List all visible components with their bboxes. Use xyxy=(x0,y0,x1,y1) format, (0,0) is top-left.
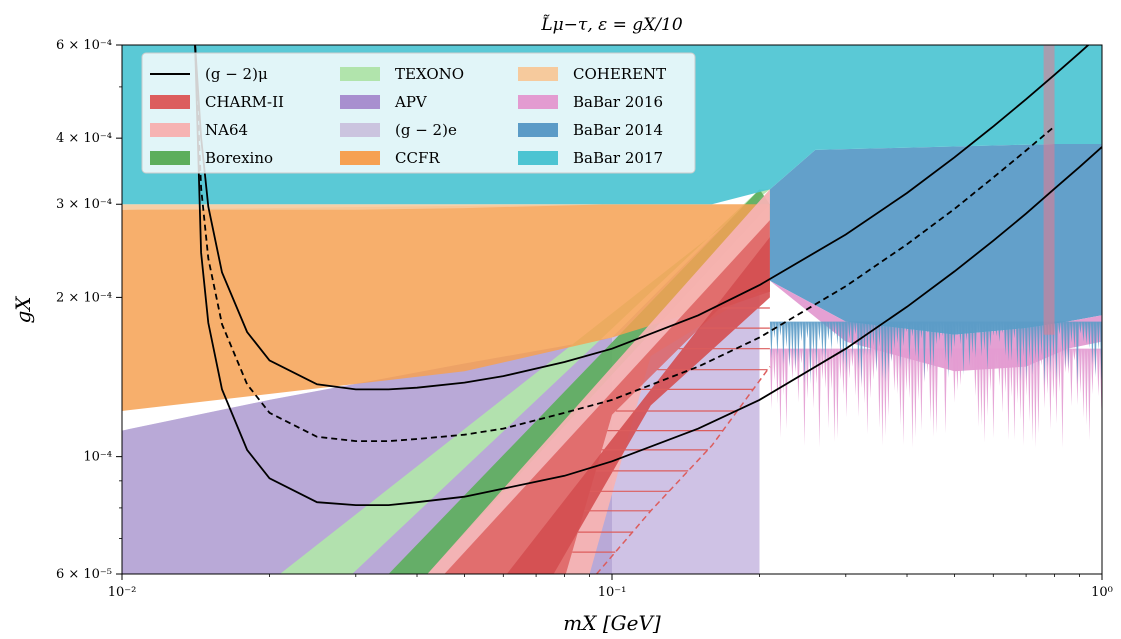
legend-swatch-apv xyxy=(340,95,380,109)
g-2-mu-curve-3 xyxy=(194,45,1102,507)
y-tick-label: 3 × 10⁻⁴ xyxy=(56,197,112,212)
x-axis-title: mX [GeV] xyxy=(563,611,661,635)
y-tick-label: 6 × 10⁻⁵ xyxy=(56,567,112,582)
y-tick-label: 4 × 10⁻⁴ xyxy=(56,131,112,146)
region-charm-ii xyxy=(444,220,770,574)
region-ccfr xyxy=(122,204,770,411)
babar-2014-spikes xyxy=(769,321,1102,386)
x-tick-label: 10⁻¹ xyxy=(598,585,627,600)
legend-swatch-ccfr xyxy=(340,151,380,165)
hatched-region xyxy=(572,307,771,574)
legend-swatch-texono xyxy=(340,67,380,81)
region-coherent xyxy=(122,204,612,210)
legend-swatch-babar-2014 xyxy=(518,123,558,137)
y-axis: 6 × 10⁻⁵ 10⁻⁴ 2 × 10⁻⁴ 3 × 10⁻⁴ 4 × 10⁻⁴ 6 × … xyxy=(56,38,122,582)
hatch-dashed-boundary xyxy=(596,366,771,574)
legend-label: Borexino xyxy=(205,149,273,167)
g-2-mu-curves xyxy=(194,45,1102,507)
legend-label: TEXONO xyxy=(395,65,464,83)
legend-label: (g − 2)e xyxy=(395,121,457,139)
x-axis: 10⁻² 10⁻¹ 10⁰ xyxy=(108,574,1113,600)
legend-swatch-na64 xyxy=(150,123,190,137)
legend-label: CCFR xyxy=(395,149,440,167)
legend-swatch-babar-2016 xyxy=(518,95,558,109)
legend-label: BaBar 2016 xyxy=(573,93,663,111)
legend-swatch-g-2-e xyxy=(340,123,380,137)
legend-label: NA64 xyxy=(205,121,248,139)
babar-spikes xyxy=(769,45,1102,448)
y-tick-label: 10⁻⁴ xyxy=(83,450,112,465)
y-tick-label: 2 × 10⁻⁴ xyxy=(56,290,112,305)
legend-swatch-babar-2017 xyxy=(518,151,558,165)
g-2-mu-curve-1 xyxy=(194,45,1090,391)
legend-box xyxy=(141,52,696,174)
x-tick-label: 10⁻² xyxy=(108,585,137,600)
rho-omega-band xyxy=(1043,45,1055,335)
legend-label: BaBar 2017 xyxy=(573,149,663,167)
chart-title: L̃μ−τ, ε = gX/10 xyxy=(540,15,682,35)
babar-2016-spikes xyxy=(769,348,1102,448)
y-tick-label: 6 × 10⁻⁴ xyxy=(56,38,112,53)
legend-label: BaBar 2014 xyxy=(573,121,663,139)
legend: (g − 2)μ CHARM-II NA64 Borexino TEXONO APV (g … xyxy=(141,52,696,174)
g-2-mu-curve-2-dashed xyxy=(194,45,1056,443)
legend-label: CHARM-II xyxy=(205,93,284,111)
region-na64 xyxy=(427,189,770,574)
legend-swatch-coherent xyxy=(518,67,558,81)
legend-label: APV xyxy=(394,93,428,111)
exclusion-regions xyxy=(122,45,1102,574)
legend-label: (g − 2)μ xyxy=(205,65,268,83)
legend-label: COHERENT xyxy=(573,65,666,83)
plot-area xyxy=(122,45,1102,574)
region-charm-ii-dark xyxy=(506,237,770,574)
legend-swatch-borexino xyxy=(150,151,190,165)
legend-swatch-charm-ii xyxy=(150,95,190,109)
y-axis-title: gX xyxy=(11,296,35,324)
region-babar-2014 xyxy=(769,144,1102,335)
x-tick-label: 10⁰ xyxy=(1091,585,1113,600)
